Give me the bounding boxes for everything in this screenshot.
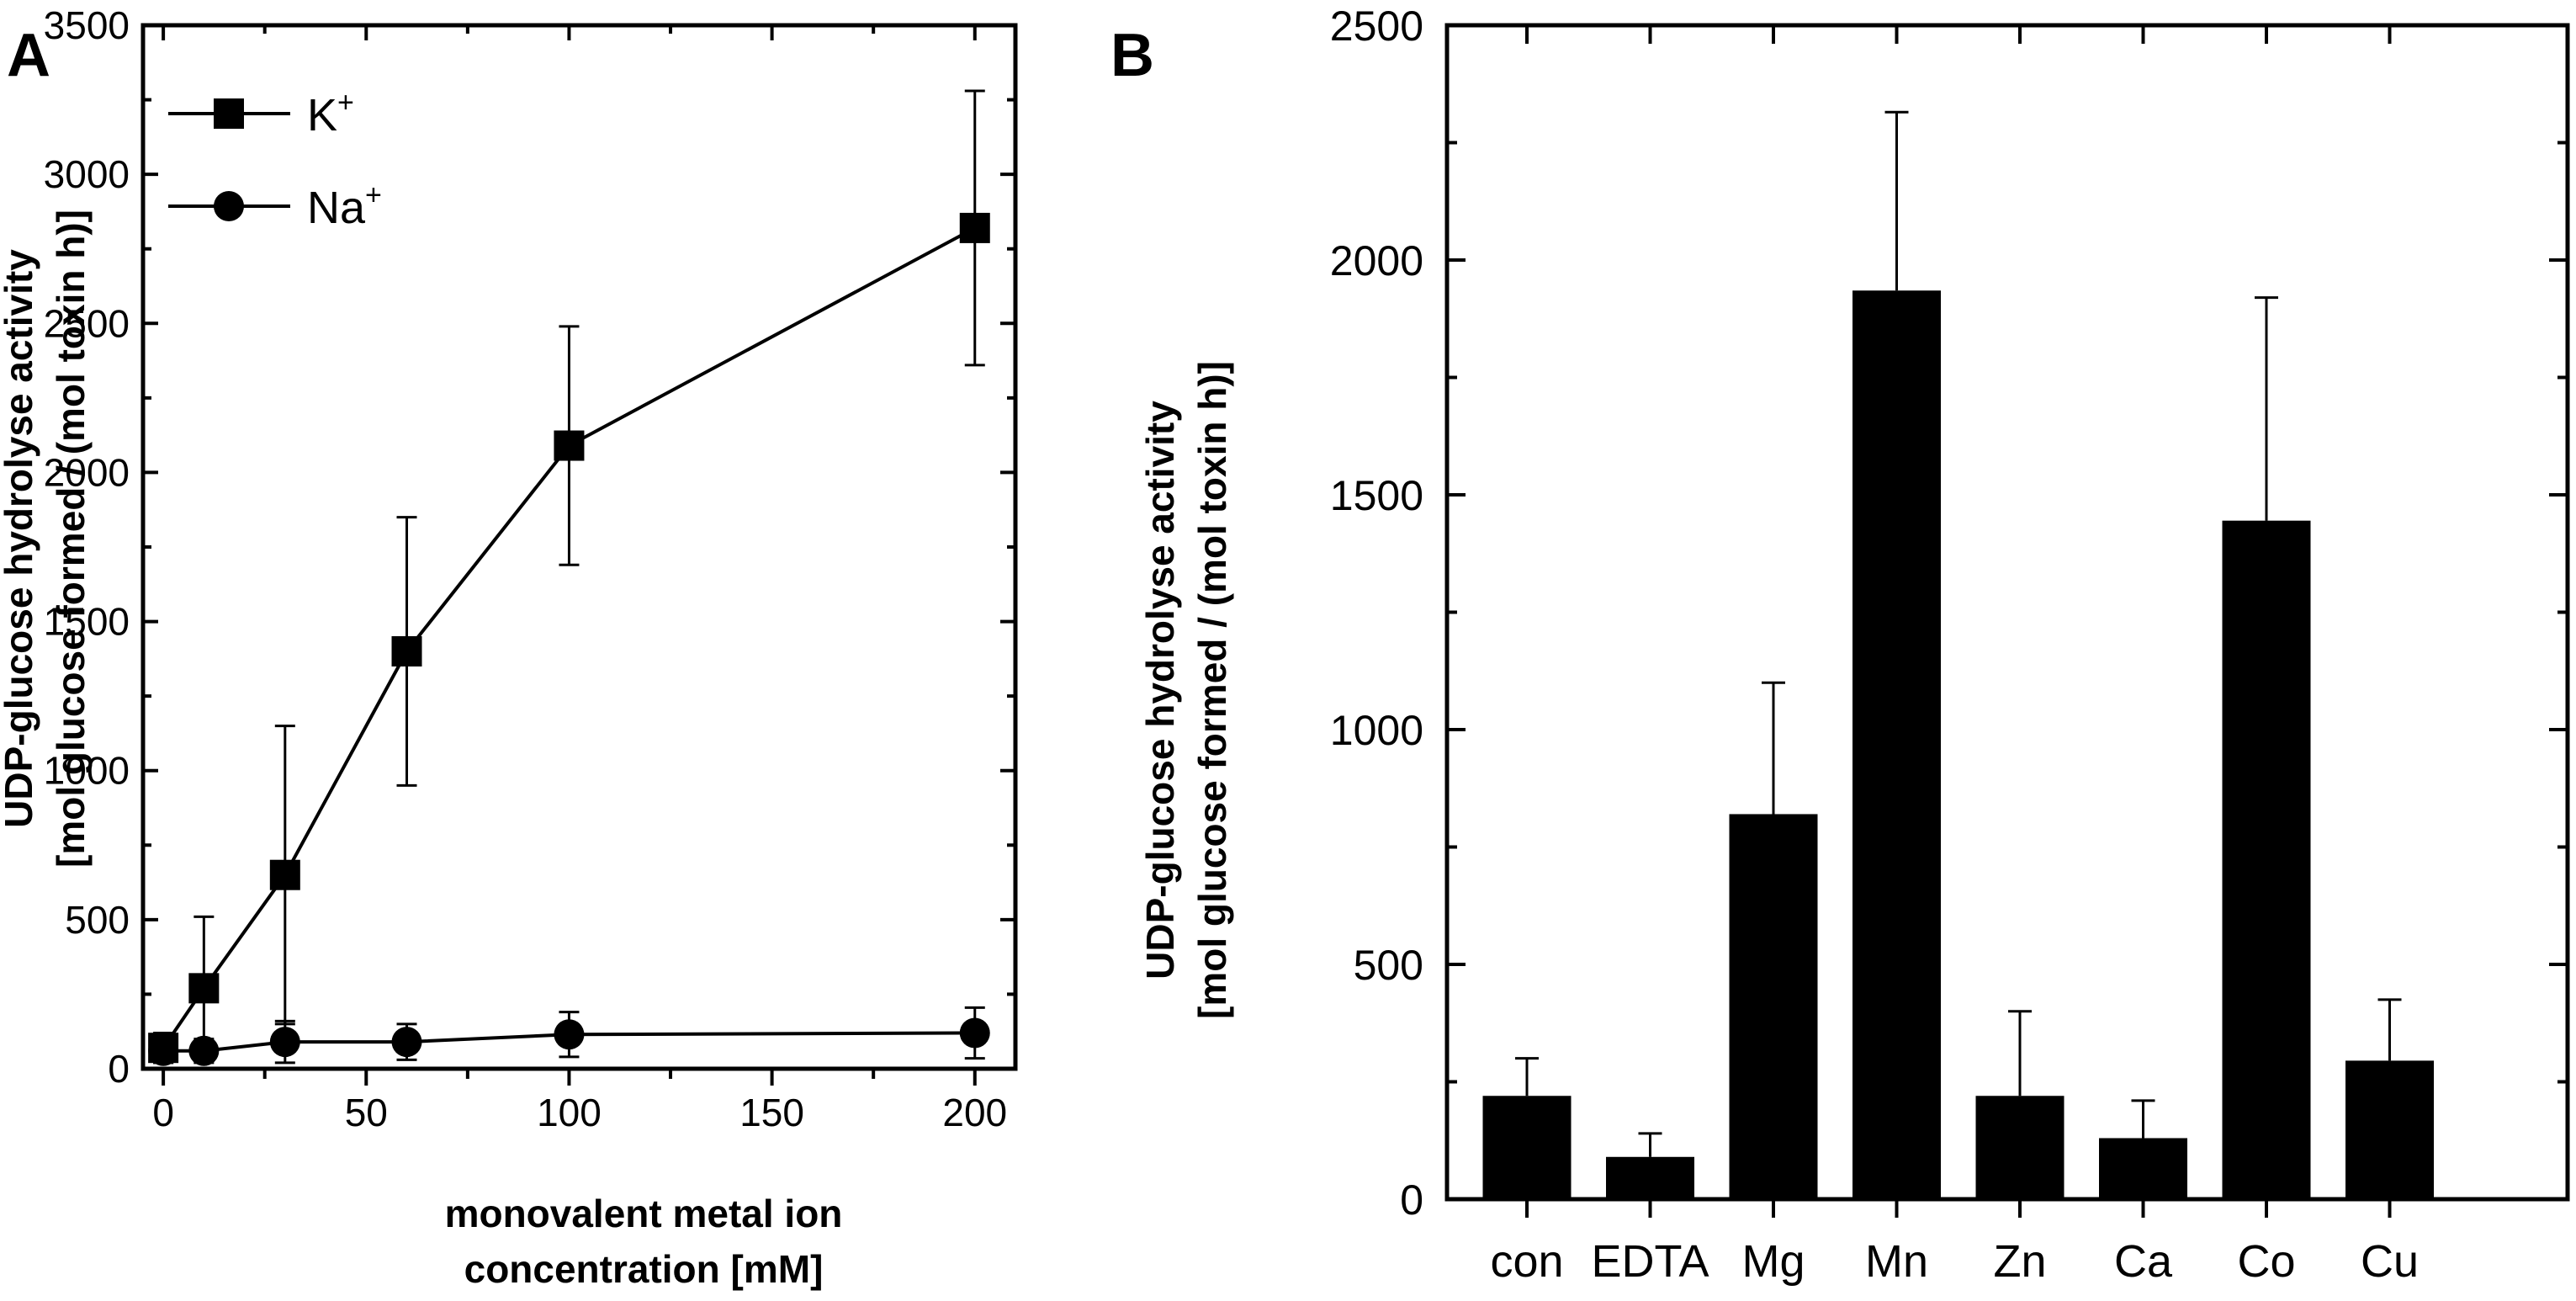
panel-b-letter: B (1110, 22, 1154, 89)
panel-b-y-label-line-2: [mol glucose formed / (mol toxin h)] (1190, 361, 1234, 1019)
panel-a: A UDP-glucose hydrolyse activity [mol gl… (0, 3, 1018, 1291)
legend-na-label: Na+ (307, 179, 382, 233)
x-tick-label-cu: Cu (2361, 1236, 2419, 1287)
legend-na-superscript: + (365, 179, 382, 211)
series-na-point (188, 1035, 220, 1066)
x-tick-label-edta: EDTA (1591, 1236, 1709, 1287)
series-na-point (391, 1027, 422, 1058)
panel-b-y-tick-label: 0 (1400, 1176, 1423, 1224)
panel-b-y-tick-label: 2500 (1330, 3, 1423, 50)
panel-a-x-tick-label: 200 (942, 1091, 1007, 1134)
series-k-point (269, 859, 300, 890)
bar-co (2222, 520, 2311, 1199)
panel-b-y-tick-label: 1500 (1330, 472, 1423, 519)
series-na-point (554, 1019, 585, 1050)
bar-group-mn: Mn (1852, 25, 1941, 1287)
legend-k-marker (214, 98, 244, 129)
panel-a-y-label-line-2: [mol glucose formed / (mol toxin h)] (49, 210, 93, 868)
panel-a-y-tick-label: 3500 (44, 3, 130, 47)
series-k-point (188, 973, 220, 1004)
series-na-point (148, 1035, 179, 1066)
series-k-point (391, 636, 422, 666)
panel-b-plot: con EDTA Mg Mn Zn Ca Co Cu (1482, 25, 2434, 1287)
bar-zn (1975, 1096, 2065, 1199)
panel-a-y-tick-label: 2000 (44, 450, 130, 494)
panel-a-axes: 0 500 1000 1500 2000 2500 3000 3500 0 50 100 150 200 (44, 3, 1018, 1134)
x-tick-label-con: con (1490, 1236, 1563, 1287)
legend-na-marker (214, 191, 244, 221)
panel-a-x-label-line-1: monovalent metal ion (445, 1192, 843, 1235)
bar-ca (2099, 1138, 2187, 1199)
panel-b-y-axis-label: UDP-glucose hydrolyse activity [mol gluc… (1138, 361, 1234, 1019)
x-tick-label-mn: Mn (1865, 1236, 1928, 1287)
bar-group-con: con (1482, 25, 1572, 1287)
series-na-point (269, 1027, 300, 1058)
bar-group-mg: Mg (1729, 25, 1818, 1287)
panel-b-y-tick-label: 1000 (1330, 707, 1423, 754)
x-tick-label-mg: Mg (1741, 1236, 1805, 1287)
panel-a-legend: K+ Na+ (168, 87, 382, 233)
panel-a-y-tick-label: 3000 (44, 152, 130, 196)
bar-group-edta: EDTA (1591, 25, 1709, 1287)
panel-a-x-label-line-2: concentration [mM] (464, 1247, 824, 1291)
bar-group-cu: Cu (2345, 25, 2434, 1287)
x-tick-label-co: Co (2237, 1236, 2295, 1287)
bar-group-ca: Ca (2099, 25, 2187, 1287)
panel-a-x-tick-label: 0 (152, 1091, 174, 1134)
panel-a-y-tick-label: 0 (108, 1047, 130, 1091)
series-na-point (959, 1017, 990, 1049)
legend-k-label: K+ (307, 87, 354, 141)
panel-a-frame (140, 23, 1018, 1071)
series-na (148, 1006, 990, 1066)
bar-group-co: Co (2222, 25, 2311, 1287)
panel-a-x-tick-label: 150 (739, 1091, 804, 1134)
legend-item-k: K+ (168, 87, 354, 141)
panel-b: B UDP-glucose hydrolyse activity [mol gl… (1110, 3, 2570, 1287)
panel-b-y-tick-label: 500 (1354, 942, 1423, 989)
bar-edta (1606, 1156, 1694, 1199)
x-tick-label-ca: Ca (2114, 1236, 2173, 1287)
panel-b-frame (1444, 23, 2570, 1202)
bar-mn (1852, 290, 1941, 1199)
panel-a-y-tick-label: 1000 (44, 749, 130, 793)
panel-a-y-tick-label: 2500 (44, 301, 130, 345)
panel-a-letter: A (7, 22, 50, 89)
panel-a-y-axis-label: UDP-glucose hydrolyse activity [mol gluc… (0, 210, 93, 868)
panel-a-y-tick-label: 1500 (44, 600, 130, 644)
panel-a-y-tick-label: 500 (65, 898, 130, 942)
panel-a-x-tick-label: 50 (345, 1091, 388, 1134)
panel-b-axes: 0 500 1000 1500 2000 2500 (1330, 3, 2570, 1224)
panel-a-plot (148, 89, 990, 1066)
legend-k-superscript: + (337, 87, 354, 119)
bar-mg (1729, 814, 1818, 1199)
bar-cu (2345, 1060, 2434, 1199)
legend-item-na: Na+ (168, 179, 382, 233)
x-tick-label-zn: Zn (1993, 1236, 2046, 1287)
panel-b-y-tick-label: 2000 (1330, 237, 1423, 284)
series-k-point (959, 212, 990, 243)
panel-a-x-tick-label: 100 (537, 1091, 602, 1134)
panel-a-y-label-line-1: UDP-glucose hydrolyse activity (0, 249, 40, 828)
series-k (148, 89, 990, 1065)
bar-con (1482, 1096, 1572, 1199)
bar-group-zn: Zn (1975, 25, 2065, 1287)
series-k-point (554, 430, 585, 461)
panel-b-y-label-line-1: UDP-glucose hydrolyse activity (1138, 401, 1182, 980)
